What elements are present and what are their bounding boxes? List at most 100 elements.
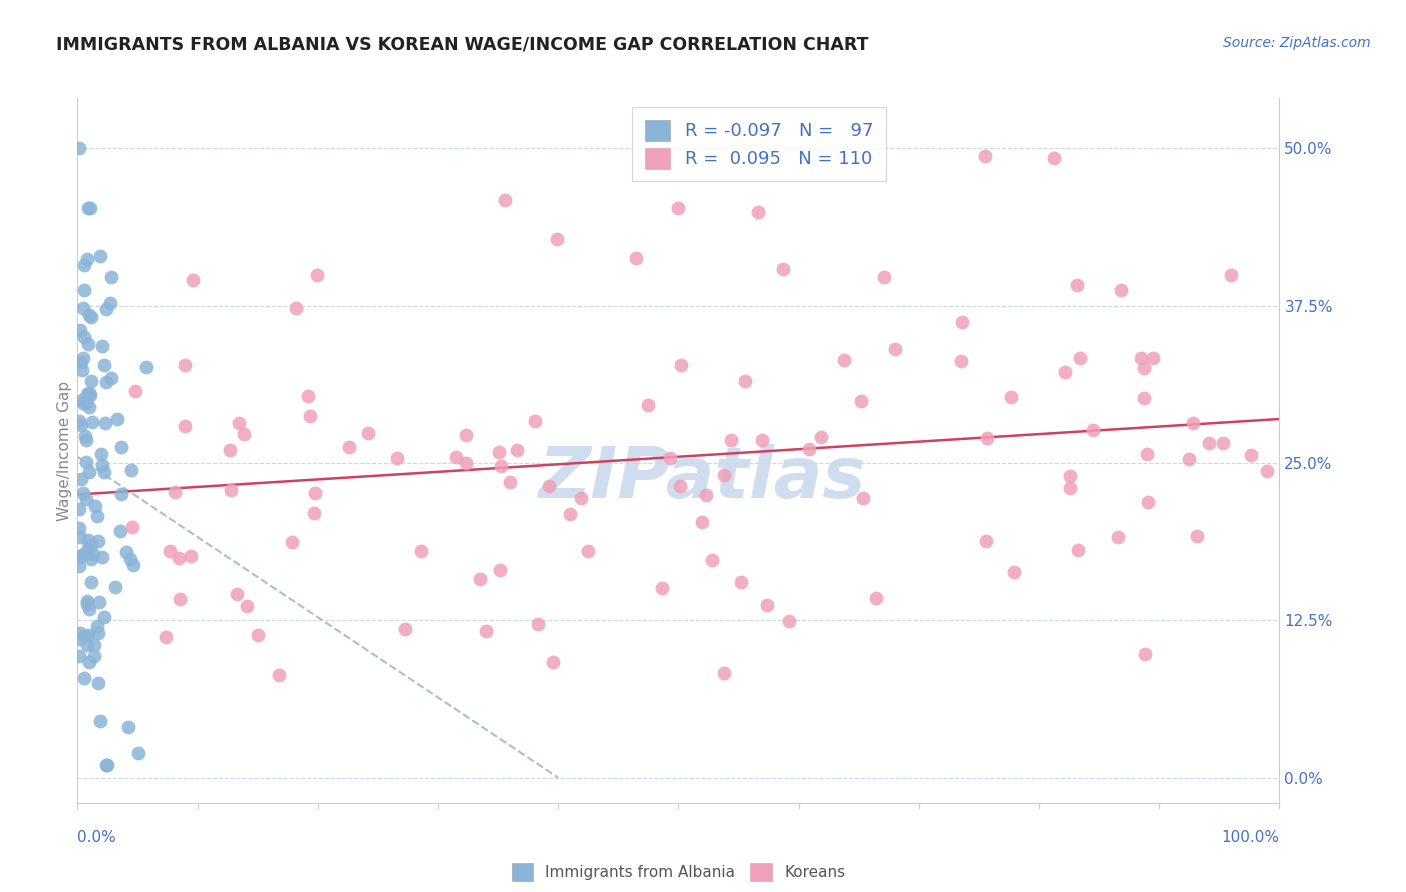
- Point: [77, 533, 100, 547]
- Point: [77, 546, 100, 560]
- Point: [108, 524, 131, 538]
- Point: [76, 541, 98, 555]
- Point: [1177, 452, 1199, 467]
- Point: [79, 374, 101, 388]
- Point: [79, 388, 101, 402]
- Point: [1220, 268, 1243, 282]
- Point: [560, 507, 582, 521]
- Point: [228, 416, 250, 430]
- Point: [174, 359, 197, 373]
- Point: [456, 427, 478, 442]
- Point: [832, 353, 855, 368]
- Point: [651, 581, 673, 595]
- Point: [127, 746, 149, 760]
- Text: 100.0%: 100.0%: [1222, 830, 1279, 845]
- Point: [70, 417, 93, 432]
- Point: [79, 386, 101, 401]
- Point: [73, 671, 96, 685]
- Point: [77, 628, 100, 642]
- Point: [1135, 647, 1157, 661]
- Point: [475, 624, 498, 639]
- Point: [110, 487, 132, 501]
- Point: [98, 295, 121, 310]
- Point: [72, 301, 94, 316]
- Point: [1212, 435, 1234, 450]
- Point: [1198, 435, 1220, 450]
- Point: [90, 458, 112, 472]
- Point: [1185, 528, 1208, 542]
- Point: [73, 629, 96, 643]
- Point: [93, 610, 115, 624]
- Point: [117, 720, 139, 734]
- Point: [1133, 361, 1156, 376]
- Point: [658, 450, 681, 465]
- Point: [569, 491, 592, 505]
- Point: [75, 429, 97, 443]
- Point: [180, 549, 202, 563]
- Point: [1067, 543, 1090, 558]
- Point: [281, 534, 304, 549]
- Point: [1239, 448, 1261, 462]
- Point: [94, 301, 117, 316]
- Point: [173, 418, 195, 433]
- Point: [70, 393, 93, 408]
- Point: [93, 359, 115, 373]
- Point: [89, 448, 111, 462]
- Point: [772, 262, 794, 277]
- Point: [307, 268, 329, 282]
- Point: [94, 375, 117, 389]
- Point: [83, 648, 105, 663]
- Point: [77, 655, 100, 669]
- Point: [695, 488, 717, 502]
- Point: [537, 479, 560, 493]
- Point: [852, 491, 875, 505]
- Point: [75, 395, 97, 409]
- Point: [849, 394, 872, 409]
- Point: [80, 538, 103, 552]
- Point: [444, 450, 467, 464]
- Point: [394, 622, 416, 636]
- Point: [637, 398, 659, 412]
- Point: [100, 371, 122, 385]
- Point: [454, 456, 477, 470]
- Point: [950, 316, 973, 330]
- Point: [70, 363, 93, 377]
- Point: [89, 714, 111, 729]
- Point: [1133, 391, 1156, 405]
- Point: [298, 409, 321, 424]
- Legend: Immigrants from Albania, Koreans: Immigrants from Albania, Koreans: [506, 857, 851, 887]
- Point: [751, 433, 773, 447]
- Point: [1059, 469, 1081, 483]
- Point: [77, 388, 100, 402]
- Point: [169, 591, 191, 606]
- Point: [118, 552, 141, 566]
- Point: [669, 478, 692, 492]
- Point: [75, 455, 97, 469]
- Point: [67, 632, 90, 646]
- Point: [974, 534, 997, 549]
- Point: [69, 323, 91, 337]
- Point: [1059, 481, 1081, 495]
- Point: [69, 472, 91, 486]
- Point: [669, 359, 692, 373]
- Point: [105, 412, 128, 426]
- Point: [949, 354, 972, 368]
- Point: [73, 330, 96, 344]
- Point: [1066, 277, 1088, 292]
- Point: [720, 433, 742, 447]
- Point: [72, 351, 94, 365]
- Point: [67, 501, 90, 516]
- Point: [77, 465, 100, 479]
- Point: [167, 550, 190, 565]
- Point: [873, 269, 896, 284]
- Point: [730, 575, 752, 590]
- Point: [624, 252, 647, 266]
- Point: [302, 506, 325, 520]
- Point: [76, 594, 98, 608]
- Point: [246, 628, 269, 642]
- Text: Source: ZipAtlas.com: Source: ZipAtlas.com: [1223, 36, 1371, 50]
- Point: [72, 485, 94, 500]
- Text: ZIPatlas: ZIPatlas: [538, 444, 866, 513]
- Point: [810, 430, 832, 444]
- Point: [159, 543, 181, 558]
